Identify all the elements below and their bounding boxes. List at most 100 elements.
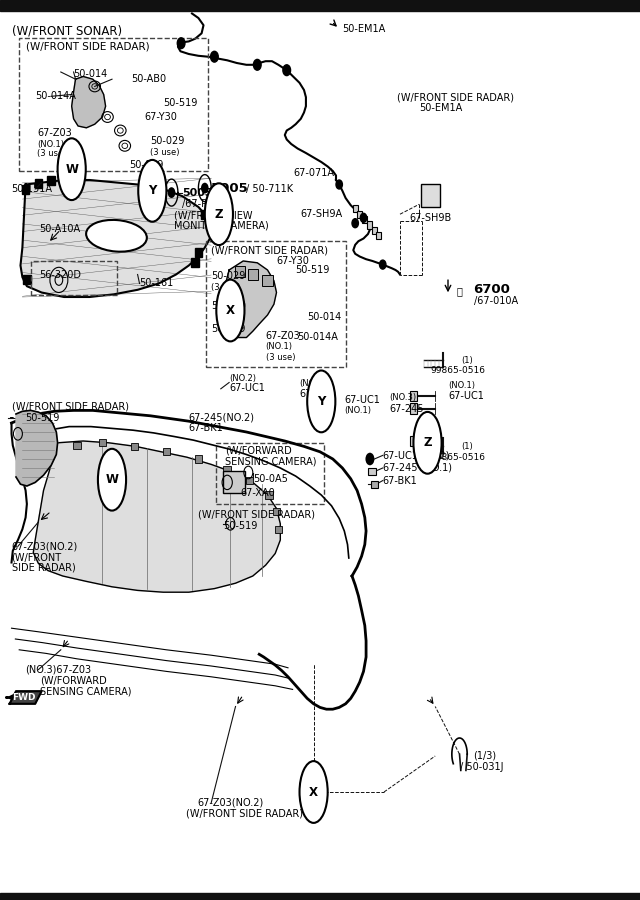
Text: 67-UC1(NO.2): 67-UC1(NO.2)	[383, 450, 450, 461]
Text: 50-014A: 50-014A	[35, 91, 76, 102]
Text: 6700: 6700	[474, 284, 511, 296]
Text: 67-Y30: 67-Y30	[144, 112, 177, 122]
Text: (3 use): (3 use)	[150, 148, 180, 157]
Polygon shape	[20, 180, 211, 297]
Text: (NO.1): (NO.1)	[37, 140, 64, 148]
Bar	[206, 241, 346, 367]
Text: (3 use): (3 use)	[266, 353, 295, 362]
Text: 50-151A: 50-151A	[12, 184, 52, 194]
Text: 67-XA0: 67-XA0	[240, 488, 275, 499]
Text: Z: Z	[423, 436, 432, 449]
Text: 50-029: 50-029	[150, 136, 185, 147]
Text: 67-UC1: 67-UC1	[448, 391, 484, 401]
Circle shape	[168, 187, 175, 198]
Text: (1): (1)	[461, 356, 472, 364]
Text: 5005: 5005	[211, 183, 248, 195]
Text: 56-320D: 56-320D	[40, 269, 82, 280]
Polygon shape	[33, 441, 280, 592]
Bar	[410, 436, 417, 446]
Polygon shape	[72, 76, 106, 128]
Bar	[223, 466, 231, 473]
Bar	[99, 439, 106, 446]
Text: 67-Z03: 67-Z03	[37, 128, 72, 139]
Bar	[372, 227, 377, 234]
Text: (W/FRONT SIDE RADAR): (W/FRONT SIDE RADAR)	[198, 509, 316, 520]
Circle shape	[211, 51, 218, 62]
Text: (1): (1)	[461, 442, 472, 451]
Text: 67-071A: 67-071A	[293, 167, 334, 178]
Bar	[60, 176, 68, 184]
Text: 67-245(NO.2): 67-245(NO.2)	[189, 412, 255, 423]
Bar	[47, 176, 55, 185]
Ellipse shape	[216, 280, 244, 341]
Bar	[362, 216, 367, 223]
Text: (W/FORWARD: (W/FORWARD	[225, 446, 292, 456]
Text: / 50-031J: / 50-031J	[460, 761, 503, 772]
Text: 50-EM1A: 50-EM1A	[419, 103, 463, 113]
Text: 50-014: 50-014	[74, 68, 108, 79]
Bar	[0, 0, 640, 11]
Text: (W/FRONT VIEW: (W/FRONT VIEW	[174, 210, 253, 220]
Text: X: X	[226, 304, 235, 317]
Ellipse shape	[86, 220, 147, 252]
Bar	[421, 184, 440, 207]
Text: 67-245 (NO.1): 67-245 (NO.1)	[383, 463, 452, 473]
Text: 50-029: 50-029	[129, 159, 164, 170]
Text: (W/FRONT: (W/FRONT	[12, 552, 61, 562]
Circle shape	[253, 59, 261, 70]
Polygon shape	[16, 410, 58, 486]
Text: 67-Y30: 67-Y30	[276, 256, 309, 266]
Text: (NO.3)67-Z03: (NO.3)67-Z03	[26, 664, 92, 675]
Text: (W/FRONT SONAR): (W/FRONT SONAR)	[12, 25, 122, 38]
Bar	[410, 403, 417, 414]
Text: 67-245: 67-245	[389, 403, 424, 414]
Text: (NO.2): (NO.2)	[229, 374, 256, 382]
Circle shape	[352, 219, 358, 228]
Bar	[31, 261, 117, 295]
Text: SIDE RADAR): SIDE RADAR)	[12, 562, 76, 573]
Text: /67-RC0B: /67-RC0B	[182, 199, 228, 210]
Circle shape	[177, 38, 185, 49]
Text: SENSING CAMERA): SENSING CAMERA)	[225, 456, 317, 467]
Text: W: W	[106, 473, 118, 486]
Text: (W/FORWARD: (W/FORWARD	[40, 675, 106, 686]
Text: (NO.1): (NO.1)	[344, 406, 371, 415]
Text: 67-Z03(NO.2): 67-Z03(NO.2)	[12, 541, 78, 552]
Polygon shape	[10, 691, 42, 704]
Bar	[368, 468, 376, 475]
Text: 67-SH9B: 67-SH9B	[410, 212, 452, 223]
Text: 50-519: 50-519	[163, 98, 198, 109]
Text: 🔌: 🔌	[456, 286, 463, 297]
Text: 99865-0516: 99865-0516	[430, 366, 485, 375]
Bar	[23, 274, 31, 284]
Bar	[195, 455, 202, 463]
Bar	[73, 442, 81, 449]
Text: (NO.1): (NO.1)	[448, 381, 475, 390]
Circle shape	[201, 183, 209, 194]
Polygon shape	[223, 261, 276, 338]
Bar	[223, 471, 245, 493]
Ellipse shape	[138, 160, 166, 221]
Text: 67-BK1: 67-BK1	[383, 475, 417, 486]
Text: 5005: 5005	[182, 188, 213, 199]
Circle shape	[360, 213, 367, 222]
Bar	[275, 526, 282, 533]
Text: 50-0A5: 50-0A5	[253, 473, 287, 484]
Text: SENSING CAMERA): SENSING CAMERA)	[40, 686, 131, 697]
Text: 67-245: 67-245	[300, 389, 334, 400]
Text: (NO.3): (NO.3)	[389, 393, 416, 402]
Bar	[371, 481, 378, 488]
Bar	[262, 275, 273, 286]
Bar	[195, 248, 202, 256]
Ellipse shape	[58, 139, 86, 200]
Text: (W/FRONT SIDE RADAR): (W/FRONT SIDE RADAR)	[26, 41, 149, 52]
Bar	[22, 184, 29, 194]
Text: W: W	[65, 163, 78, 176]
Text: 50-AC0: 50-AC0	[211, 301, 246, 311]
Bar	[235, 266, 245, 277]
Text: (1/3): (1/3)	[474, 751, 497, 761]
Text: 50-519: 50-519	[223, 520, 257, 531]
Text: 67-Z03(NO.2): 67-Z03(NO.2)	[197, 797, 264, 808]
Bar	[410, 391, 417, 401]
Text: (W/FRONT SIDE RADAR): (W/FRONT SIDE RADAR)	[397, 92, 514, 103]
